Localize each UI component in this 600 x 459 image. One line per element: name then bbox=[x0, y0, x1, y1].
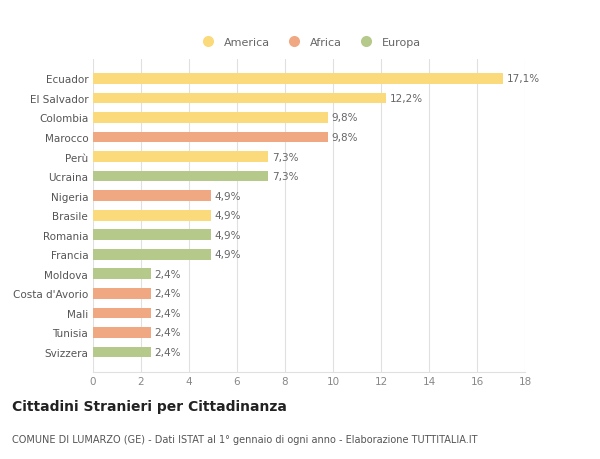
Text: 7,3%: 7,3% bbox=[272, 172, 298, 182]
Bar bbox=[93, 113, 328, 123]
Bar bbox=[93, 93, 386, 104]
Bar bbox=[93, 288, 151, 299]
Text: COMUNE DI LUMARZO (GE) - Dati ISTAT al 1° gennaio di ogni anno - Elaborazione TU: COMUNE DI LUMARZO (GE) - Dati ISTAT al 1… bbox=[12, 434, 478, 444]
Text: 2,4%: 2,4% bbox=[154, 328, 181, 338]
Text: 2,4%: 2,4% bbox=[154, 308, 181, 318]
Bar bbox=[93, 347, 151, 358]
Text: 4,9%: 4,9% bbox=[214, 191, 241, 201]
Bar bbox=[93, 171, 268, 182]
Text: 4,9%: 4,9% bbox=[214, 211, 241, 221]
Text: 4,9%: 4,9% bbox=[214, 250, 241, 260]
Bar bbox=[93, 249, 211, 260]
Text: 9,8%: 9,8% bbox=[332, 133, 358, 143]
Text: 12,2%: 12,2% bbox=[389, 94, 422, 104]
Text: 2,4%: 2,4% bbox=[154, 269, 181, 279]
Text: 2,4%: 2,4% bbox=[154, 347, 181, 357]
Legend: America, Africa, Europa: America, Africa, Europa bbox=[197, 38, 421, 48]
Bar bbox=[93, 132, 328, 143]
Text: 7,3%: 7,3% bbox=[272, 152, 298, 162]
Bar bbox=[93, 327, 151, 338]
Bar bbox=[93, 152, 268, 162]
Bar bbox=[93, 230, 211, 241]
Text: Cittadini Stranieri per Cittadinanza: Cittadini Stranieri per Cittadinanza bbox=[12, 399, 287, 413]
Bar bbox=[93, 308, 151, 319]
Bar bbox=[93, 269, 151, 280]
Text: 17,1%: 17,1% bbox=[507, 74, 540, 84]
Bar bbox=[93, 74, 503, 84]
Bar bbox=[93, 191, 211, 202]
Text: 9,8%: 9,8% bbox=[332, 113, 358, 123]
Bar bbox=[93, 210, 211, 221]
Text: 4,9%: 4,9% bbox=[214, 230, 241, 240]
Text: 2,4%: 2,4% bbox=[154, 289, 181, 299]
